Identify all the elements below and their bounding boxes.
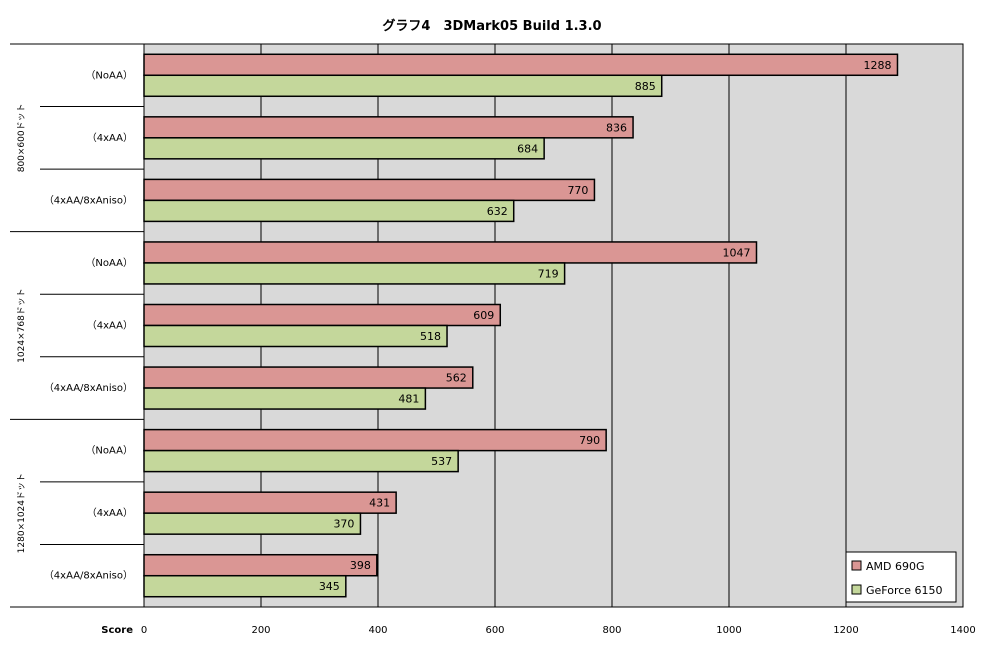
data-label: 431 <box>369 497 390 510</box>
x-tick-label: 0 <box>141 625 147 636</box>
data-label: 481 <box>398 393 419 406</box>
chart-title: グラフ4 3DMark05 Build 1.3.0 <box>382 18 601 34</box>
data-label: 609 <box>473 309 494 322</box>
bar <box>143 241 758 264</box>
bar <box>143 449 459 473</box>
axes: 0 200 400 600 800 1000 1200 1400 <box>10 43 976 636</box>
data-label: 1047 <box>722 246 750 259</box>
data-label: 398 <box>350 559 371 572</box>
bar <box>143 512 362 535</box>
category-label: （4xAA/8xAniso） <box>44 382 133 394</box>
category-label: （4xAA/8xAniso） <box>44 194 133 206</box>
group-label: 800×600ドット <box>17 103 27 172</box>
x-tick-label: 1000 <box>716 625 741 636</box>
bar <box>143 303 502 327</box>
bar <box>143 574 347 598</box>
legend-label: AMD 690G <box>866 560 925 573</box>
data-label: 790 <box>579 434 600 447</box>
data-label: 537 <box>431 455 452 468</box>
bar <box>143 428 607 452</box>
bar <box>143 53 899 77</box>
data-label: 1288 <box>863 59 891 72</box>
legend: AMD 690G GeForce 6150 <box>845 551 957 603</box>
bar <box>143 74 663 98</box>
x-tick-label: 800 <box>602 625 621 636</box>
data-label: 345 <box>319 580 340 593</box>
group-label: 1024×768ドット <box>17 288 27 363</box>
bar <box>143 116 634 139</box>
bar <box>143 366 474 389</box>
data-label: 770 <box>567 184 588 197</box>
bar <box>143 553 378 577</box>
data-label: 836 <box>606 121 627 134</box>
legend-swatch <box>851 560 862 571</box>
category-labels: 800×600ドット （NoAA） （4xAA） （4xAA/8xAniso） 1024… <box>17 69 133 581</box>
category-label: （NoAA） <box>85 69 133 81</box>
bars: 1288 885 836 684 770 632 1047 719 609 518 562 481 79… <box>143 53 899 598</box>
bar <box>143 387 427 410</box>
bar <box>143 178 596 202</box>
bar <box>143 137 545 160</box>
bar <box>143 262 566 285</box>
bar <box>143 199 515 223</box>
x-tick-label: 200 <box>251 625 270 636</box>
data-label: 684 <box>517 142 538 155</box>
data-label: 719 <box>538 267 559 280</box>
bar <box>143 324 448 348</box>
group-label: 1280×1024ドット <box>17 473 27 553</box>
data-label: 562 <box>446 372 467 385</box>
category-label: （4xAA） <box>87 507 133 519</box>
data-label: 370 <box>333 518 354 531</box>
category-label: （NoAA） <box>85 257 133 269</box>
x-tick-label: 1400 <box>950 625 975 636</box>
category-label: （4xAA） <box>87 132 133 144</box>
legend-swatch <box>851 584 862 595</box>
data-label: 518 <box>420 330 441 343</box>
category-label: （4xAA/8xAniso） <box>44 570 133 582</box>
category-label: （NoAA） <box>85 445 133 457</box>
x-tick-label: 600 <box>485 625 504 636</box>
data-label: 632 <box>487 205 508 218</box>
x-tick-label: 400 <box>368 625 387 636</box>
category-label: （4xAA） <box>87 320 133 332</box>
bar <box>143 491 397 514</box>
legend-label: GeForce 6150 <box>866 584 943 597</box>
x-tick-label: 1200 <box>833 625 858 636</box>
data-label: 885 <box>635 80 656 93</box>
legend-box <box>845 551 957 603</box>
x-axis-label: Score <box>101 625 133 636</box>
